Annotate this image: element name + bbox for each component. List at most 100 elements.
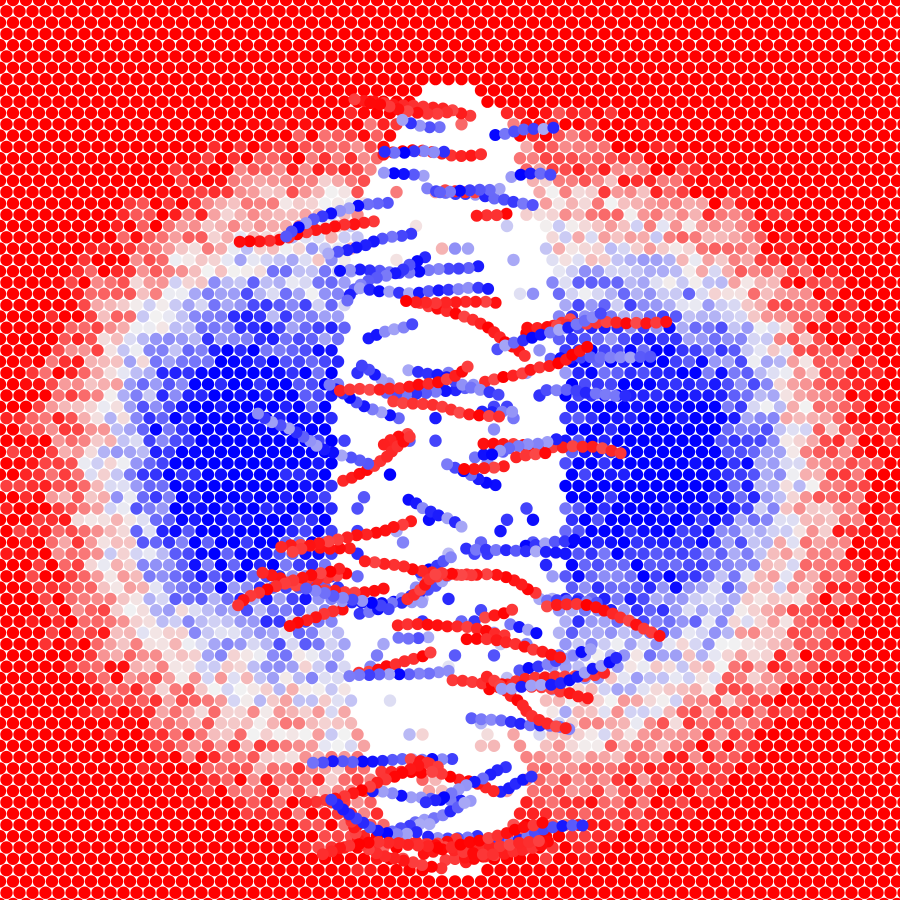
atom bbox=[637, 412, 649, 424]
atom bbox=[553, 84, 565, 96]
atom bbox=[156, 751, 168, 763]
atom bbox=[46, 152, 58, 164]
atom bbox=[748, 378, 760, 390]
atom bbox=[793, 389, 805, 401]
atom bbox=[137, 491, 149, 503]
atom bbox=[228, 378, 240, 390]
atom bbox=[299, 774, 311, 786]
atom bbox=[845, 819, 857, 831]
atom bbox=[650, 706, 662, 718]
atom bbox=[20, 333, 32, 345]
atom bbox=[722, 740, 734, 752]
atom bbox=[241, 491, 253, 503]
atom bbox=[143, 661, 155, 673]
atom bbox=[130, 683, 142, 695]
atom bbox=[579, 129, 591, 141]
atom bbox=[884, 638, 896, 650]
atom bbox=[39, 28, 51, 40]
atom bbox=[774, 717, 786, 729]
atom bbox=[85, 62, 97, 74]
atom bbox=[20, 355, 32, 367]
atom bbox=[338, 28, 350, 40]
atom bbox=[176, 288, 188, 300]
atom bbox=[7, 310, 19, 322]
atom bbox=[735, 242, 747, 254]
atom bbox=[124, 853, 136, 865]
atom bbox=[780, 322, 792, 334]
atom bbox=[176, 785, 188, 797]
atom bbox=[78, 50, 90, 62]
atom bbox=[124, 694, 136, 706]
atom bbox=[39, 96, 51, 108]
atom bbox=[761, 175, 773, 187]
atom bbox=[293, 672, 305, 684]
atom bbox=[78, 389, 90, 401]
atom bbox=[33, 559, 45, 571]
atom bbox=[117, 435, 129, 447]
atom bbox=[605, 694, 617, 706]
atom bbox=[696, 853, 708, 865]
atom bbox=[143, 525, 155, 537]
atom bbox=[137, 875, 149, 887]
atom bbox=[293, 830, 305, 842]
atom bbox=[202, 536, 214, 548]
atom bbox=[104, 638, 116, 650]
atom bbox=[611, 548, 623, 560]
atom bbox=[13, 593, 25, 605]
atom bbox=[189, 649, 201, 661]
atom bbox=[858, 751, 870, 763]
atom bbox=[241, 672, 253, 684]
atom bbox=[871, 683, 883, 695]
atom bbox=[767, 367, 779, 379]
atom bbox=[234, 864, 246, 876]
atom bbox=[202, 717, 214, 729]
atom bbox=[208, 638, 220, 650]
atom bbox=[618, 423, 630, 435]
atom bbox=[72, 62, 84, 74]
atom bbox=[52, 457, 64, 469]
atom bbox=[878, 514, 890, 526]
atom bbox=[735, 175, 747, 187]
atom bbox=[143, 819, 155, 831]
atom bbox=[741, 5, 753, 17]
atom bbox=[819, 570, 831, 582]
atom bbox=[624, 254, 636, 266]
atom bbox=[247, 683, 259, 695]
atom bbox=[800, 333, 812, 345]
atom bbox=[741, 841, 753, 853]
atom bbox=[702, 570, 714, 582]
atom bbox=[715, 480, 727, 492]
atom bbox=[33, 785, 45, 797]
atom bbox=[813, 694, 825, 706]
atom bbox=[13, 570, 25, 582]
atom bbox=[143, 864, 155, 876]
atom bbox=[735, 740, 747, 752]
atom bbox=[618, 830, 630, 842]
atom bbox=[247, 50, 259, 62]
atom bbox=[163, 39, 175, 51]
atom bbox=[455, 118, 467, 130]
atom bbox=[20, 762, 32, 774]
atom bbox=[104, 186, 116, 198]
atom bbox=[273, 322, 285, 334]
atom bbox=[878, 107, 890, 119]
atom bbox=[878, 39, 890, 51]
atom bbox=[598, 5, 610, 17]
atom bbox=[884, 344, 896, 356]
atom bbox=[598, 186, 610, 198]
atom bbox=[592, 717, 604, 729]
atom bbox=[852, 355, 864, 367]
atom bbox=[46, 220, 58, 232]
atom bbox=[598, 525, 610, 537]
atom bbox=[631, 807, 643, 819]
atom bbox=[325, 163, 337, 175]
atom bbox=[657, 491, 669, 503]
atom bbox=[748, 536, 760, 548]
atom bbox=[156, 706, 168, 718]
atom bbox=[72, 853, 84, 865]
atom bbox=[852, 310, 864, 322]
atom bbox=[364, 73, 376, 85]
atom bbox=[514, 152, 526, 164]
atom bbox=[189, 175, 201, 187]
atom bbox=[169, 163, 181, 175]
